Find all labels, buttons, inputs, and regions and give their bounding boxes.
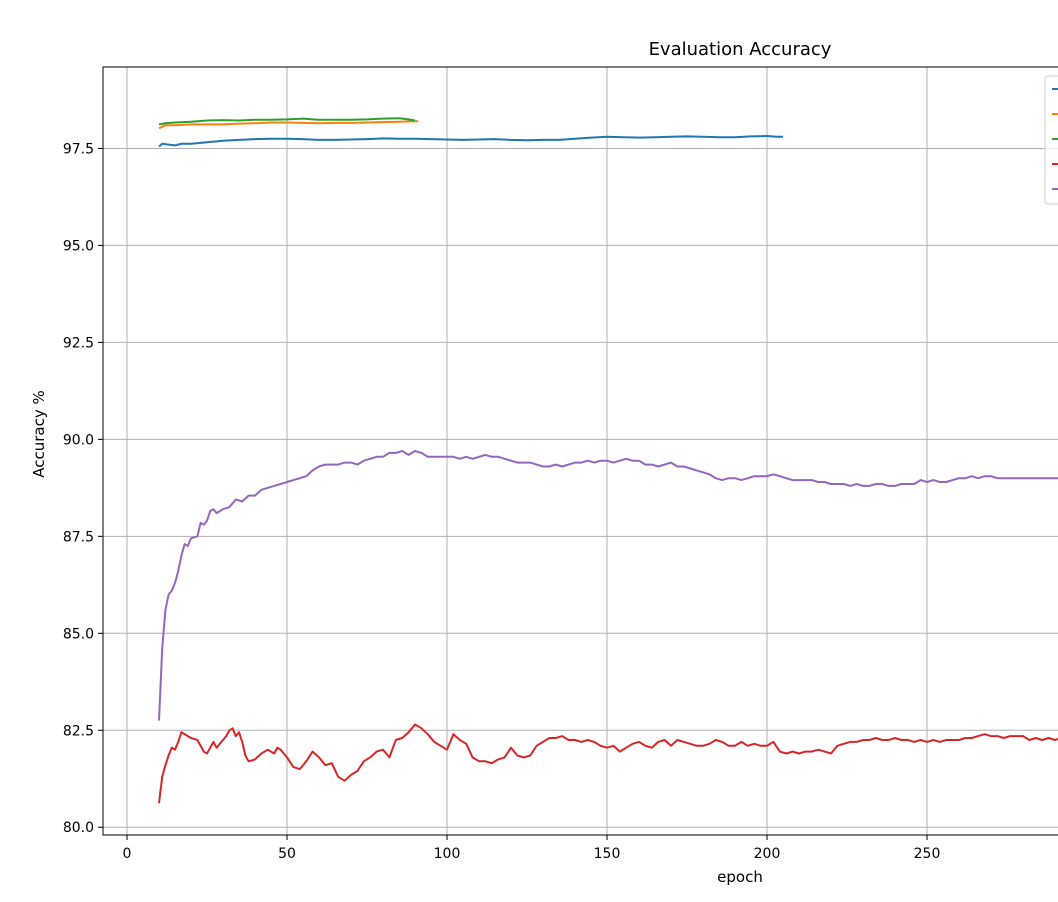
- x-tick-label: 50: [278, 846, 296, 862]
- series-lines: [158, 117, 1058, 804]
- y-tick-label: 95.0: [63, 238, 94, 254]
- x-tick-label: 250: [914, 846, 941, 862]
- y-tick-label: 80.0: [63, 820, 94, 836]
- series-line-2: [158, 120, 419, 130]
- chart-title: Evaluation Accuracy: [649, 39, 832, 60]
- x-tick-label: 200: [754, 846, 781, 862]
- y-tick-label: 85.0: [63, 626, 94, 642]
- plot-frame: [102, 66, 1058, 836]
- series-line-1: [158, 135, 783, 148]
- y-tick-label: 97.5: [63, 141, 94, 157]
- y-axis-label: Accuracy %: [30, 390, 48, 478]
- y-tick-label: 90.0: [63, 432, 94, 448]
- x-tick-label: 150: [594, 846, 621, 862]
- axis-ticks: 05010015020025030080.082.585.087.590.092…: [63, 141, 941, 862]
- grid-lines: [103, 67, 1058, 835]
- x-tick-label: 100: [434, 846, 461, 862]
- series-line-4: [158, 723, 1058, 804]
- y-tick-label: 92.5: [63, 335, 94, 351]
- y-tick-label: 82.5: [63, 723, 94, 739]
- legend: [1044, 75, 1058, 205]
- series-line-3: [158, 117, 416, 126]
- x-axis-label: epoch: [717, 868, 763, 886]
- series-line-5: [158, 450, 1058, 721]
- legend-box: [1044, 75, 1058, 205]
- y-tick-label: 87.5: [63, 529, 94, 545]
- x-tick-label: 0: [123, 846, 132, 862]
